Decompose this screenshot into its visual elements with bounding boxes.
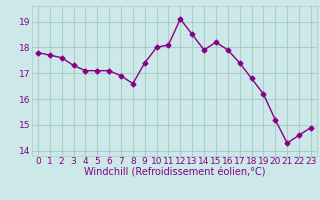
X-axis label: Windchill (Refroidissement éolien,°C): Windchill (Refroidissement éolien,°C) <box>84 168 265 178</box>
